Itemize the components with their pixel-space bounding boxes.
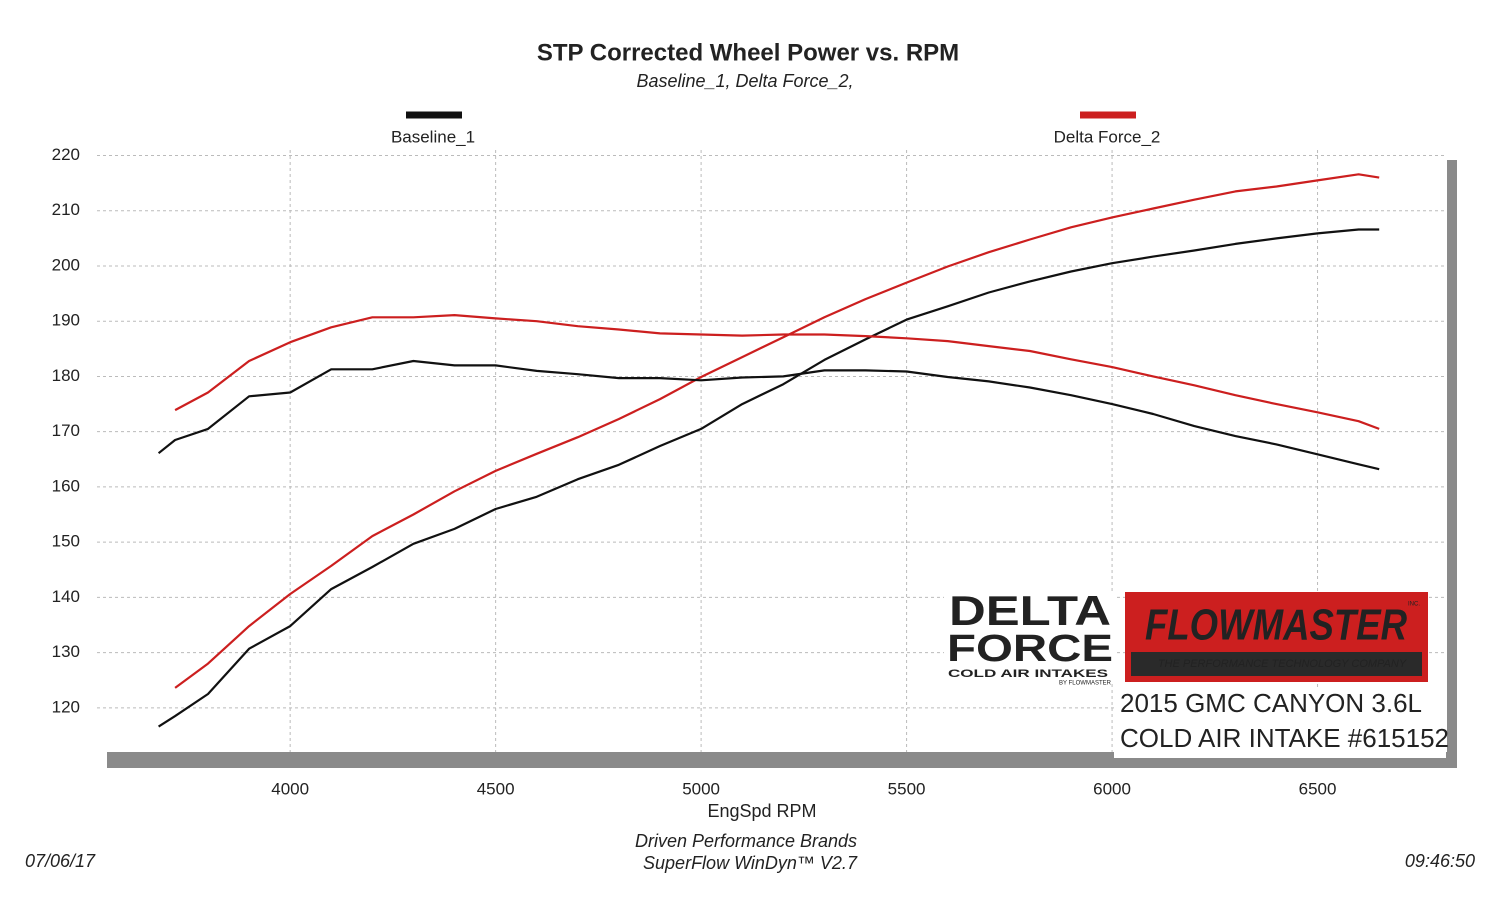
y-tick-label: 120 bbox=[52, 697, 80, 716]
x-tick-label: 5000 bbox=[682, 779, 720, 798]
x-axis-label: EngSpd RPM bbox=[707, 801, 816, 821]
y-tick-label: 210 bbox=[52, 200, 80, 219]
logo-flowmaster: FLOWMASTER INC. THE PERFORMANCE TECHNOLO… bbox=[1125, 592, 1428, 682]
series-line bbox=[174, 314, 1380, 430]
logo-text: DELTA bbox=[949, 587, 1111, 634]
y-tick-label: 190 bbox=[52, 311, 80, 330]
y-tick-label: 200 bbox=[52, 255, 80, 274]
series-line bbox=[158, 228, 1380, 728]
logo-text: INC. bbox=[1408, 602, 1420, 608]
y-tick-label: 220 bbox=[52, 145, 80, 164]
chart-title: STP Corrected Wheel Power vs. RPM bbox=[537, 39, 959, 66]
logo-text: FLOWMASTER bbox=[1145, 601, 1407, 650]
date: 07/06/17 bbox=[25, 851, 96, 871]
y-tick-label: 140 bbox=[52, 587, 80, 606]
x-tick-label: 5500 bbox=[888, 779, 926, 798]
logo-text: THE PERFORMANCE TECHNOLOGY COMPANY bbox=[1158, 658, 1407, 670]
logo-band bbox=[1131, 652, 1422, 676]
logo-delta-force: DELTA FORCE COLD AIR INTAKES BY FLOWMAST… bbox=[944, 587, 1116, 687]
logo-text: BY FLOWMASTER bbox=[1059, 681, 1112, 687]
time: 09:46:50 bbox=[1405, 851, 1475, 871]
logo-text: FORCE bbox=[947, 628, 1113, 670]
legend-label: Baseline_1 bbox=[391, 127, 475, 146]
y-tick-label: 150 bbox=[52, 532, 80, 551]
footer-line: SuperFlow WinDyn™ V2.7 bbox=[643, 853, 858, 873]
series-line bbox=[174, 173, 1380, 689]
x-tick-label: 4000 bbox=[271, 779, 309, 798]
x-tick-label: 6000 bbox=[1093, 779, 1131, 798]
footer-line: Driven Performance Brands bbox=[635, 831, 857, 851]
subtitle: Baseline_1, Delta Force_2, bbox=[636, 71, 853, 91]
caption: 2015 GMC CANYON 3.6L bbox=[1120, 688, 1422, 718]
caption: COLD AIR INTAKE #615152 bbox=[1120, 723, 1449, 753]
caption-bg bbox=[1114, 688, 1446, 758]
legend-label: Delta Force_2 bbox=[1054, 127, 1161, 146]
x-tick-label: 6500 bbox=[1299, 779, 1337, 798]
logo-bg bbox=[944, 592, 1116, 684]
y-tick-label: 130 bbox=[52, 642, 80, 661]
y-tick-label: 180 bbox=[52, 366, 80, 385]
logo-text: COLD AIR INTAKES bbox=[948, 668, 1108, 680]
y-tick-label: 170 bbox=[52, 421, 80, 440]
y-tick-label: 160 bbox=[52, 476, 80, 495]
x-tick-label: 4500 bbox=[477, 779, 515, 798]
series-line bbox=[157, 359, 1380, 471]
